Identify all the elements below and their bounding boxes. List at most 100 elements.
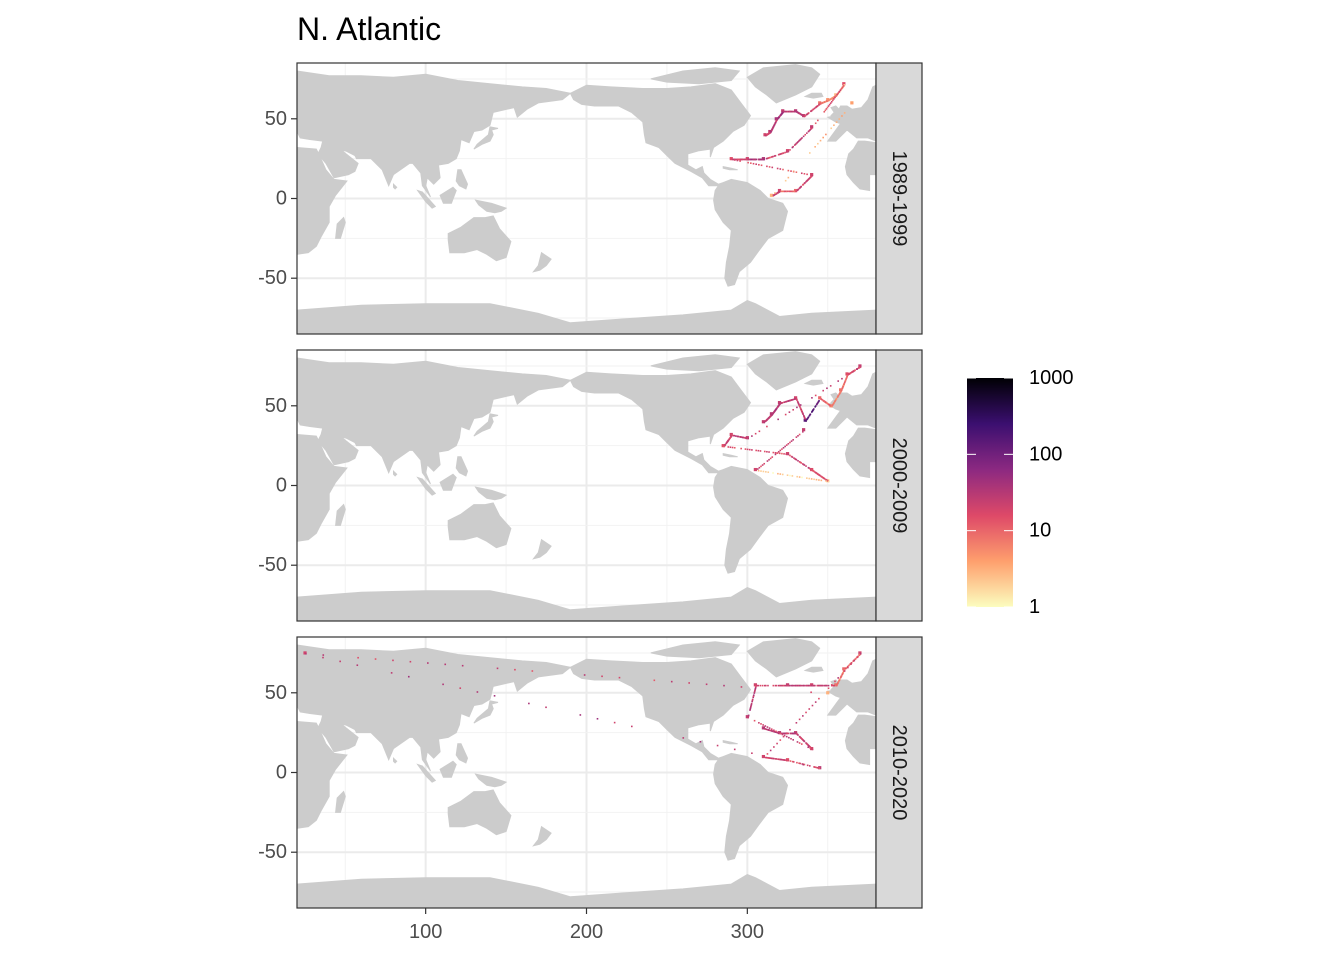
observation-cell bbox=[777, 418, 779, 421]
observation-cell bbox=[374, 658, 377, 660]
observation-cell bbox=[752, 694, 755, 696]
observation-cell bbox=[781, 401, 784, 404]
observation-cell bbox=[818, 479, 820, 481]
observation-cell bbox=[754, 689, 756, 691]
facet-strip-background bbox=[875, 636, 923, 909]
land-africa bbox=[296, 433, 348, 542]
land-sumatra bbox=[416, 476, 437, 496]
observation-cell bbox=[783, 734, 786, 737]
observation-cell bbox=[759, 684, 762, 687]
observation-cell bbox=[810, 469, 813, 471]
observation-cell bbox=[322, 654, 325, 656]
observation-cell bbox=[750, 162, 752, 164]
observation-cell bbox=[856, 368, 858, 370]
observation-cell bbox=[789, 190, 791, 193]
observation-cell bbox=[725, 442, 727, 445]
observation-cell bbox=[780, 684, 782, 687]
observation-cell bbox=[757, 158, 760, 161]
observation-cell bbox=[833, 402, 835, 404]
observation-cell bbox=[768, 727, 771, 729]
observation-cell bbox=[777, 188, 782, 193]
observation-cell bbox=[802, 431, 804, 433]
facet-strip-label: 2000-2009 bbox=[888, 438, 910, 534]
observation-cell bbox=[817, 767, 820, 769]
observation-cell bbox=[784, 110, 787, 113]
observation-cell bbox=[798, 742, 801, 744]
observation-cell bbox=[804, 417, 806, 420]
observation-cell bbox=[781, 190, 784, 193]
land-newguinea bbox=[474, 773, 508, 788]
observation-cell bbox=[805, 420, 807, 422]
observation-cell bbox=[786, 110, 788, 113]
observation-cell bbox=[774, 121, 777, 123]
observation-cell bbox=[813, 766, 815, 768]
facet-strip-label: 2010-2020 bbox=[888, 725, 910, 821]
observation-cell bbox=[809, 684, 811, 687]
observation-cell bbox=[818, 697, 820, 700]
observation-cell bbox=[769, 729, 771, 732]
observation-cell bbox=[789, 149, 791, 151]
observation-cell bbox=[842, 82, 846, 86]
observation-cell bbox=[781, 448, 783, 450]
observation-cell bbox=[782, 168, 784, 171]
x-tick-label: 200 bbox=[570, 921, 603, 943]
observation-cell bbox=[803, 684, 806, 687]
observation-cell bbox=[835, 121, 838, 123]
observation-cell bbox=[803, 172, 806, 175]
observation-cell bbox=[837, 380, 840, 382]
observation-cell bbox=[787, 453, 790, 456]
observation-cell bbox=[781, 473, 784, 476]
observation-cell bbox=[792, 398, 794, 401]
observation-cell bbox=[808, 708, 811, 710]
land-mask bbox=[296, 351, 877, 622]
observation-cell bbox=[834, 96, 836, 99]
observation-cell bbox=[596, 717, 599, 720]
land-nz bbox=[532, 538, 552, 560]
observation-cell bbox=[528, 702, 530, 705]
land-americas bbox=[569, 657, 789, 861]
observation-cell bbox=[777, 153, 780, 156]
observation-cell bbox=[759, 450, 762, 452]
observation-cell bbox=[769, 457, 772, 460]
observation-cell bbox=[816, 766, 819, 769]
observation-cell bbox=[601, 675, 603, 678]
observation-cell bbox=[825, 480, 827, 482]
land-mask bbox=[296, 638, 877, 909]
observation-cell bbox=[802, 684, 804, 687]
observation-cell bbox=[807, 684, 810, 687]
observation-cell bbox=[773, 155, 776, 157]
observation-cell bbox=[670, 680, 673, 683]
observation-cell bbox=[856, 656, 859, 658]
observation-cell bbox=[545, 706, 547, 709]
observation-cell bbox=[764, 725, 767, 727]
observation-cell bbox=[831, 404, 834, 406]
observation-cell bbox=[837, 394, 840, 397]
observation-cell bbox=[782, 684, 784, 687]
observation-cell bbox=[782, 446, 785, 449]
observation-cell bbox=[807, 746, 809, 749]
observation-cell bbox=[613, 721, 616, 724]
observation-cell bbox=[744, 437, 746, 439]
observation-cell bbox=[785, 400, 788, 403]
observation-cell bbox=[788, 411, 791, 413]
observation-cell bbox=[772, 451, 775, 454]
observation-cell bbox=[618, 676, 621, 679]
land-borneo bbox=[439, 760, 457, 778]
facet-strip-background bbox=[875, 62, 923, 335]
observation-cell bbox=[751, 449, 753, 451]
observation-cell bbox=[444, 663, 447, 666]
observation-cell bbox=[766, 753, 769, 755]
observation-cell bbox=[822, 136, 824, 139]
observation-cell bbox=[813, 470, 815, 473]
observation-cell bbox=[818, 400, 820, 402]
observation-cell bbox=[740, 686, 743, 688]
observation-cell bbox=[844, 379, 847, 382]
observation-cell bbox=[754, 432, 757, 435]
observation-cell bbox=[778, 452, 781, 455]
legend-label: 1 bbox=[1029, 596, 1040, 618]
observation-cell bbox=[802, 413, 804, 416]
observation-cell bbox=[736, 435, 739, 438]
observation-cell bbox=[753, 467, 757, 472]
observation-cell bbox=[791, 760, 794, 763]
